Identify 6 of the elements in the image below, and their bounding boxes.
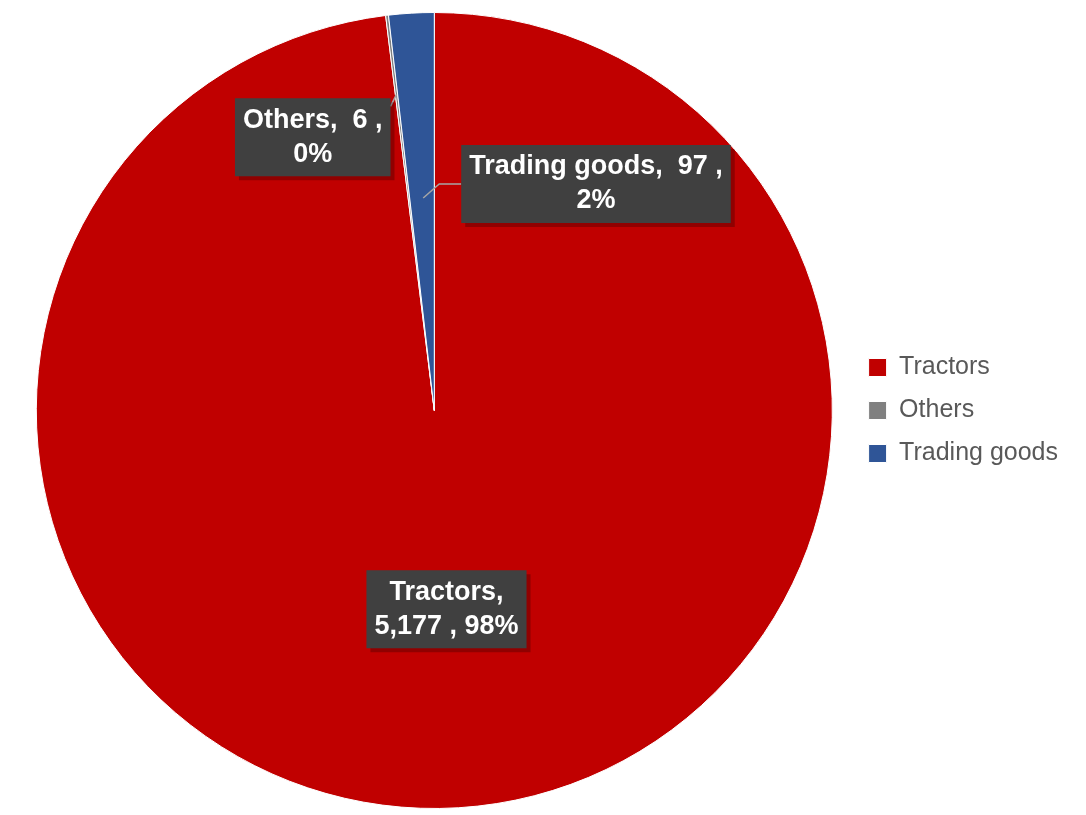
legend-label: Others	[899, 394, 975, 423]
data-label: Tractors, 5,177 , 98%	[374, 575, 519, 640]
data-label: Others, 6 , 0%	[242, 103, 383, 168]
data-label: Trading goods, 97 , 2%	[469, 150, 723, 215]
legend-label: Trading goods	[899, 437, 1059, 466]
legend-label: Tractors	[899, 351, 990, 380]
